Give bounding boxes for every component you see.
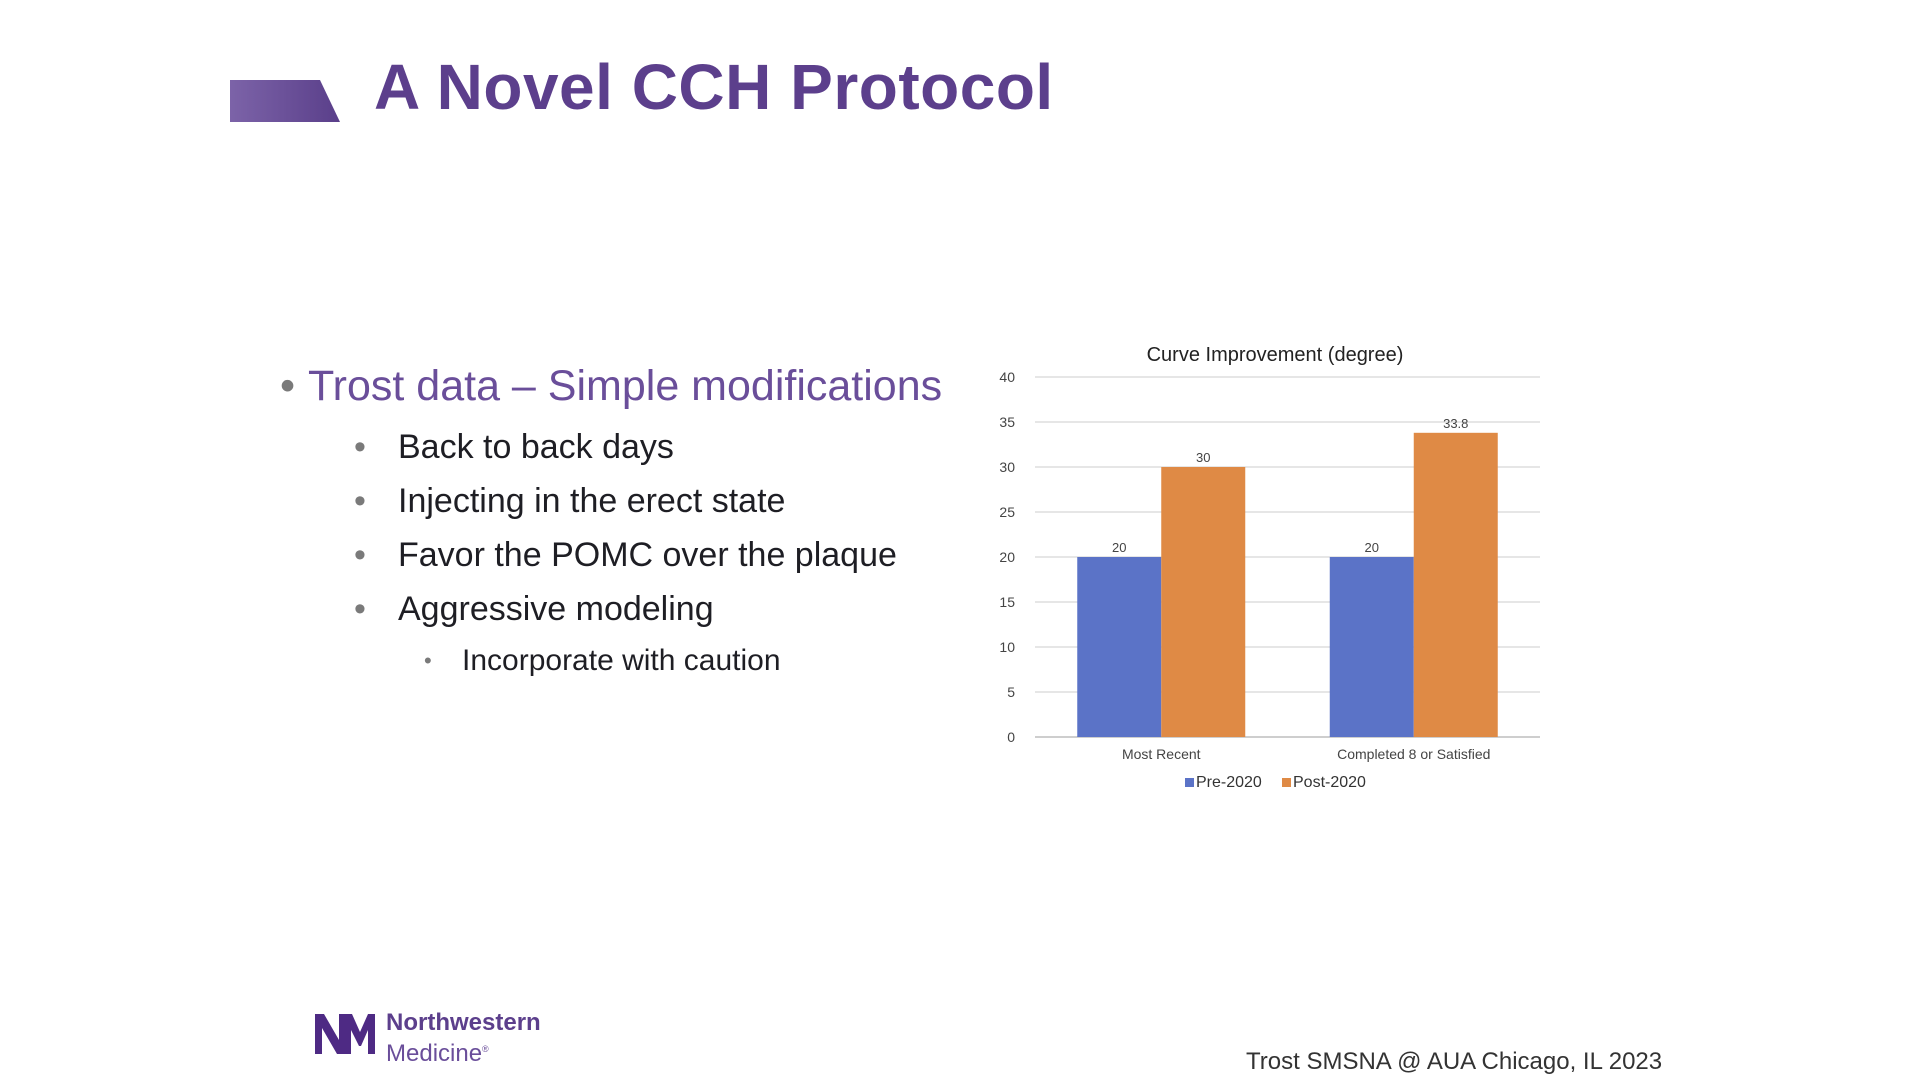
x-tick-label: Completed 8 or Satisfied (1337, 746, 1490, 762)
bullet-item: • Injecting in the erect state (354, 482, 786, 521)
legend-swatch (1185, 778, 1194, 787)
bullet-item: • Back to back days (354, 428, 674, 467)
chart-bar (1413, 432, 1498, 737)
bullet-text: Aggressive modeling (398, 590, 714, 628)
bullet-dot: • (354, 536, 366, 574)
y-tick-label: 5 (1007, 684, 1015, 700)
slide-footer: Trost SMSNA @ AUA Chicago, IL 2023 (1246, 1048, 1663, 1075)
data-label: 20 (1112, 540, 1126, 555)
chart-bar (1161, 467, 1246, 737)
bullet-dot: • (280, 362, 296, 410)
bullet-text: Injecting in the erect state (398, 482, 786, 520)
registered-mark-icon: ® (482, 1044, 489, 1054)
bullet-dot: • (354, 590, 366, 628)
title-accent-bar (230, 80, 340, 122)
data-label: 20 (1365, 540, 1379, 555)
bullet-text: Back to back days (398, 428, 674, 466)
y-tick-label: 10 (999, 639, 1015, 655)
bullet-item: • Favor the POMC over the plaque (354, 536, 897, 575)
slide-title: A Novel CCH Protocol (374, 51, 1054, 123)
bullet-text: Favor the POMC over the plaque (398, 536, 897, 574)
logo-line-1: Northwestern (386, 1009, 541, 1036)
chart-legend: Pre-2020 Post-2020 (1185, 774, 1366, 791)
chart-bar (1329, 557, 1414, 737)
y-tick-label: 40 (999, 369, 1015, 385)
chart-data-labels: 20 30 20 33.8 (1112, 416, 1468, 555)
northwestern-medicine-logo-icon (315, 1014, 375, 1054)
y-tick-label: 20 (999, 549, 1015, 565)
logo-wordmark: Northwestern Medicine® (386, 1010, 541, 1067)
data-label: 30 (1196, 450, 1210, 465)
y-tick-label: 35 (999, 414, 1015, 430)
chart-title: Curve Improvement (degree) (1147, 344, 1404, 366)
legend-swatch (1282, 778, 1291, 787)
legend-label: Pre-2020 (1196, 774, 1262, 791)
bullet-text: Incorporate with caution (462, 644, 781, 677)
bullet-item: • Incorporate with caution (424, 644, 781, 678)
x-tick-label: Most Recent (1122, 746, 1201, 762)
bullet-dot: • (354, 482, 366, 520)
chart-svg: Curve Improvement (degree) 0 5 10 15 20 25 30 3… (999, 344, 1540, 791)
bullet-dot: • (424, 648, 432, 673)
logo-line-2: Medicine® (386, 1036, 541, 1067)
chart-x-ticks: Most Recent Completed 8 or Satisfied (1122, 746, 1490, 762)
bullet-item: • Aggressive modeling (354, 590, 714, 629)
y-tick-label: 30 (999, 459, 1015, 475)
bullet-dot: • (354, 428, 366, 466)
chart-y-ticks: 0 5 10 15 20 25 30 35 40 (999, 369, 1015, 745)
chart-bars (1077, 432, 1498, 737)
bullet-item: • Trost data – Simple modifications (280, 362, 943, 411)
bullet-text: Trost data – Simple modifications (308, 362, 943, 410)
y-tick-label: 0 (1007, 729, 1015, 745)
logo-line-2-text: Medicine (386, 1040, 483, 1067)
legend-label: Post-2020 (1293, 774, 1366, 791)
chart-bar (1077, 557, 1162, 737)
data-label: 33.8 (1443, 416, 1468, 431)
y-tick-label: 15 (999, 594, 1015, 610)
bar-chart: Curve Improvement (degree) 0 5 10 15 20 25 30 3… (990, 330, 1550, 800)
y-tick-label: 25 (999, 504, 1015, 520)
